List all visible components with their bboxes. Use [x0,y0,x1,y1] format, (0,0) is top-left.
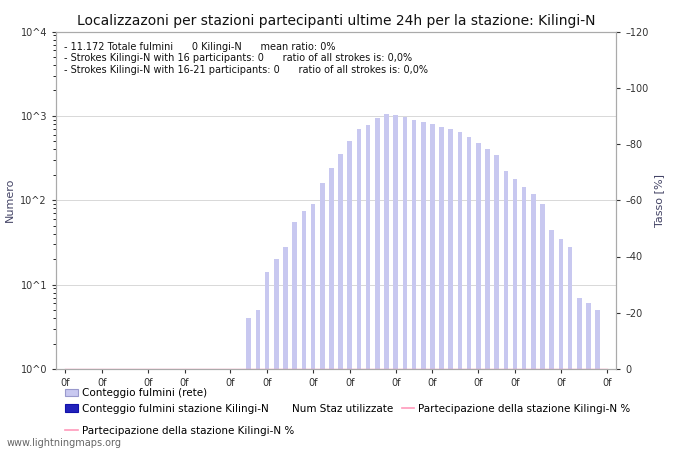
Bar [293,222,297,450]
Bar [485,149,490,450]
Bar [274,259,279,450]
Bar [586,303,591,450]
Bar [503,171,508,450]
Bar [256,310,260,450]
Bar [320,183,325,450]
Bar [182,369,187,450]
Bar [540,204,545,450]
Bar [595,310,600,450]
Bar [449,129,453,450]
Bar [219,369,223,450]
Bar [393,115,398,450]
Bar [531,194,536,450]
Bar [173,369,178,450]
Bar [155,369,160,450]
Bar [329,168,334,450]
Bar [228,369,232,450]
Bar [201,369,205,450]
Bar [127,369,132,450]
Y-axis label: Tasso [%]: Tasso [%] [654,174,664,227]
Bar [81,369,86,450]
Bar [146,369,150,450]
Bar [467,137,471,450]
Bar [237,369,242,450]
Bar [430,124,435,450]
Bar [347,141,352,450]
Bar [99,369,104,450]
Bar [522,187,526,450]
Bar [210,369,214,450]
Bar [118,369,122,450]
Bar [357,129,361,450]
Bar [605,369,609,450]
Bar [559,238,564,450]
Bar [338,154,343,450]
Bar [375,118,379,450]
Bar [512,179,517,450]
Bar [164,369,169,450]
Bar [136,369,141,450]
Text: www.lightningmaps.org: www.lightningmaps.org [7,438,122,448]
Bar [568,247,573,450]
Bar [550,230,554,450]
Text: - 11.172 Totale fulmini      0 Kilingi-N      mean ratio: 0%
- Strokes Kilingi-N: - 11.172 Totale fulmini 0 Kilingi-N mean… [64,42,428,75]
Legend: Partecipazione della stazione Kilingi-N %: Partecipazione della stazione Kilingi-N … [61,422,298,440]
Bar [63,369,67,450]
Bar [476,143,481,450]
Title: Localizzazoni per stazioni partecipanti ultime 24h per la stazione: Kilingi-N: Localizzazoni per stazioni partecipanti … [77,14,595,27]
Bar [366,125,370,450]
Bar [90,369,95,450]
Bar [402,117,407,450]
Bar [384,114,388,450]
Bar [265,272,270,450]
Bar [284,247,288,450]
Bar [494,155,499,450]
Bar [458,132,462,450]
Legend: Conteggio fulmini (rete), Conteggio fulmini stazione Kilingi-N: Conteggio fulmini (rete), Conteggio fulm… [61,384,273,418]
Y-axis label: Numero: Numero [5,178,15,222]
Bar [72,369,77,450]
Bar [311,204,315,450]
Bar [191,369,196,450]
Bar [577,298,582,450]
Bar [412,120,416,450]
Bar [246,318,251,450]
Bar [302,211,306,450]
Legend: Num Staz utilizzate, Partecipazione della stazione Kilingi-N %: Num Staz utilizzate, Partecipazione dell… [271,400,635,418]
Bar [440,127,444,450]
Bar [421,122,426,450]
Bar [108,369,113,450]
